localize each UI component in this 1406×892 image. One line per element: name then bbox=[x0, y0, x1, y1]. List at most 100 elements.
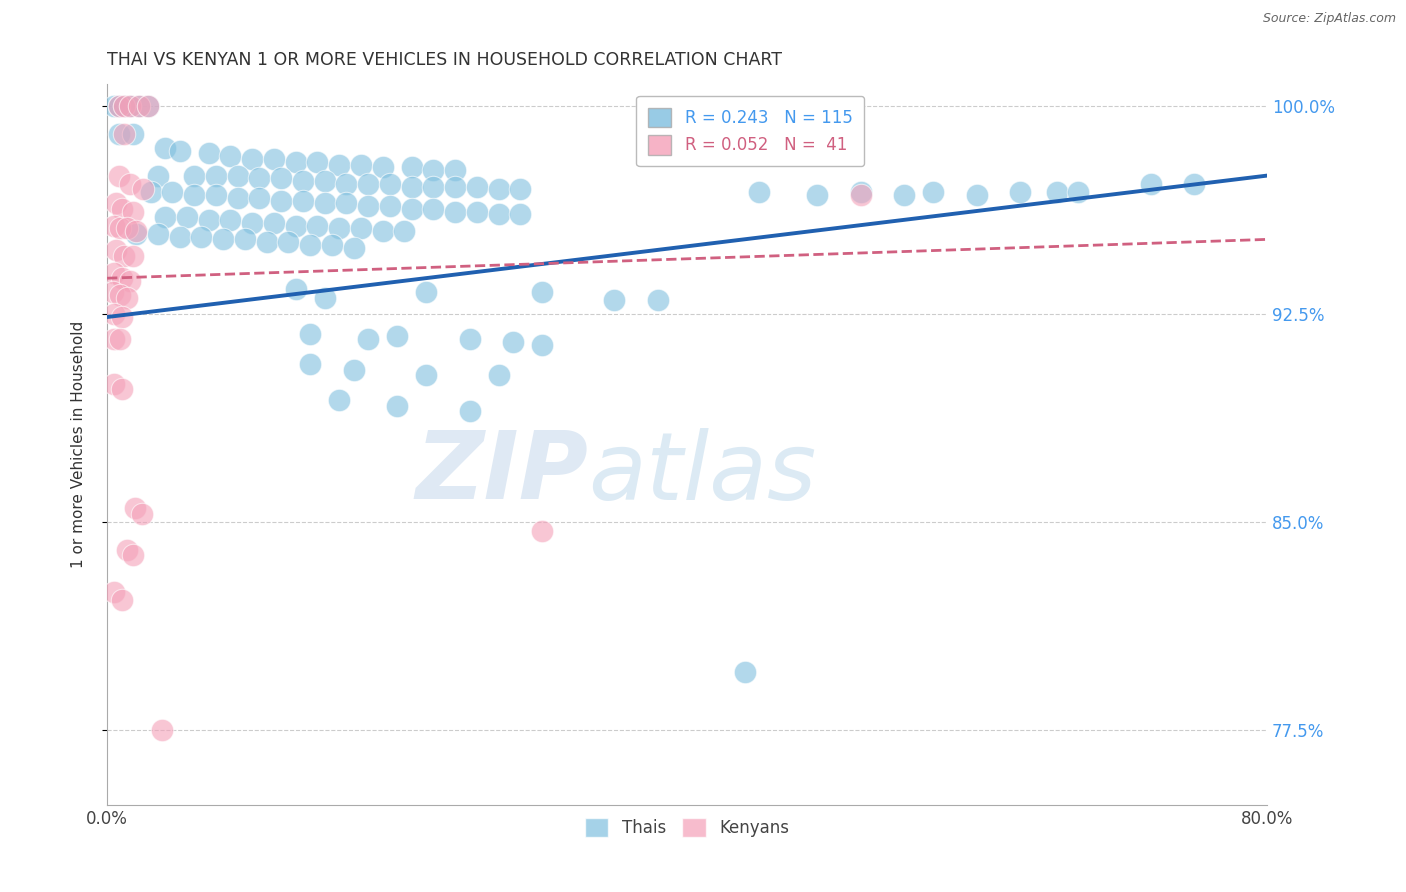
Point bbox=[107, 99, 129, 113]
Point bbox=[849, 186, 872, 200]
Point bbox=[394, 224, 416, 238]
Point bbox=[299, 326, 322, 341]
Point bbox=[488, 368, 510, 383]
Point bbox=[509, 182, 531, 196]
Point bbox=[270, 194, 292, 208]
Point bbox=[110, 202, 132, 216]
Point bbox=[385, 329, 408, 343]
Point bbox=[530, 337, 553, 351]
Point bbox=[139, 186, 162, 200]
Point bbox=[120, 177, 142, 191]
Point bbox=[748, 186, 770, 200]
Point bbox=[104, 196, 127, 211]
Point bbox=[240, 152, 263, 166]
Point bbox=[263, 152, 285, 166]
Point bbox=[233, 232, 256, 246]
Point bbox=[509, 207, 531, 221]
Point bbox=[162, 186, 184, 200]
Point bbox=[922, 186, 945, 200]
Point bbox=[190, 229, 212, 244]
Point bbox=[284, 219, 307, 233]
Point bbox=[114, 127, 136, 141]
Point bbox=[342, 362, 364, 376]
Y-axis label: 1 or more Vehicles in Household: 1 or more Vehicles in Household bbox=[72, 321, 86, 568]
Point bbox=[966, 188, 988, 202]
Point bbox=[378, 199, 401, 213]
Point bbox=[1140, 177, 1163, 191]
Point bbox=[110, 592, 132, 607]
Point bbox=[104, 244, 127, 258]
Point bbox=[284, 154, 307, 169]
Point bbox=[136, 99, 159, 113]
Point bbox=[734, 665, 756, 679]
Point bbox=[247, 191, 270, 205]
Point bbox=[108, 221, 131, 235]
Point bbox=[204, 188, 226, 202]
Point bbox=[378, 177, 401, 191]
Point bbox=[146, 227, 169, 241]
Point bbox=[806, 188, 828, 202]
Point bbox=[117, 291, 139, 305]
Point bbox=[530, 524, 553, 538]
Point bbox=[422, 202, 444, 216]
Point bbox=[401, 202, 423, 216]
Point bbox=[1329, 499, 1351, 513]
Point bbox=[103, 307, 125, 321]
Point bbox=[444, 204, 467, 219]
Point bbox=[422, 179, 444, 194]
Point bbox=[1046, 186, 1069, 200]
Point bbox=[1010, 186, 1032, 200]
Point bbox=[401, 161, 423, 175]
Point bbox=[125, 224, 148, 238]
Point bbox=[110, 310, 132, 324]
Point bbox=[183, 188, 205, 202]
Point bbox=[103, 376, 125, 391]
Point bbox=[357, 332, 380, 346]
Point bbox=[122, 204, 145, 219]
Point bbox=[212, 232, 235, 246]
Point bbox=[219, 149, 242, 163]
Point bbox=[415, 368, 437, 383]
Point bbox=[415, 285, 437, 299]
Point bbox=[120, 274, 142, 288]
Point bbox=[502, 334, 524, 349]
Point bbox=[328, 157, 350, 171]
Point bbox=[488, 182, 510, 196]
Point bbox=[101, 285, 124, 299]
Point bbox=[120, 99, 142, 113]
Point bbox=[307, 154, 329, 169]
Point bbox=[328, 393, 350, 408]
Point bbox=[107, 169, 129, 183]
Text: atlas: atlas bbox=[588, 428, 817, 519]
Point bbox=[169, 229, 191, 244]
Point bbox=[291, 174, 314, 188]
Point bbox=[226, 191, 249, 205]
Point bbox=[893, 188, 915, 202]
Point bbox=[299, 357, 322, 371]
Point bbox=[335, 196, 357, 211]
Point bbox=[132, 182, 155, 196]
Point bbox=[117, 543, 139, 558]
Point bbox=[122, 549, 145, 563]
Point bbox=[350, 157, 373, 171]
Text: ZIP: ZIP bbox=[416, 427, 588, 519]
Point bbox=[204, 169, 226, 183]
Point bbox=[647, 293, 669, 308]
Point bbox=[108, 332, 131, 346]
Point bbox=[107, 99, 129, 113]
Point bbox=[314, 196, 336, 211]
Point bbox=[128, 99, 150, 113]
Point bbox=[183, 169, 205, 183]
Point bbox=[146, 169, 169, 183]
Point bbox=[342, 241, 364, 255]
Point bbox=[299, 238, 322, 252]
Point bbox=[136, 99, 159, 113]
Text: Source: ZipAtlas.com: Source: ZipAtlas.com bbox=[1263, 12, 1396, 25]
Point bbox=[122, 249, 145, 263]
Point bbox=[350, 221, 373, 235]
Point bbox=[219, 213, 242, 227]
Point bbox=[603, 293, 626, 308]
Point bbox=[291, 194, 314, 208]
Point bbox=[240, 216, 263, 230]
Point bbox=[153, 141, 176, 155]
